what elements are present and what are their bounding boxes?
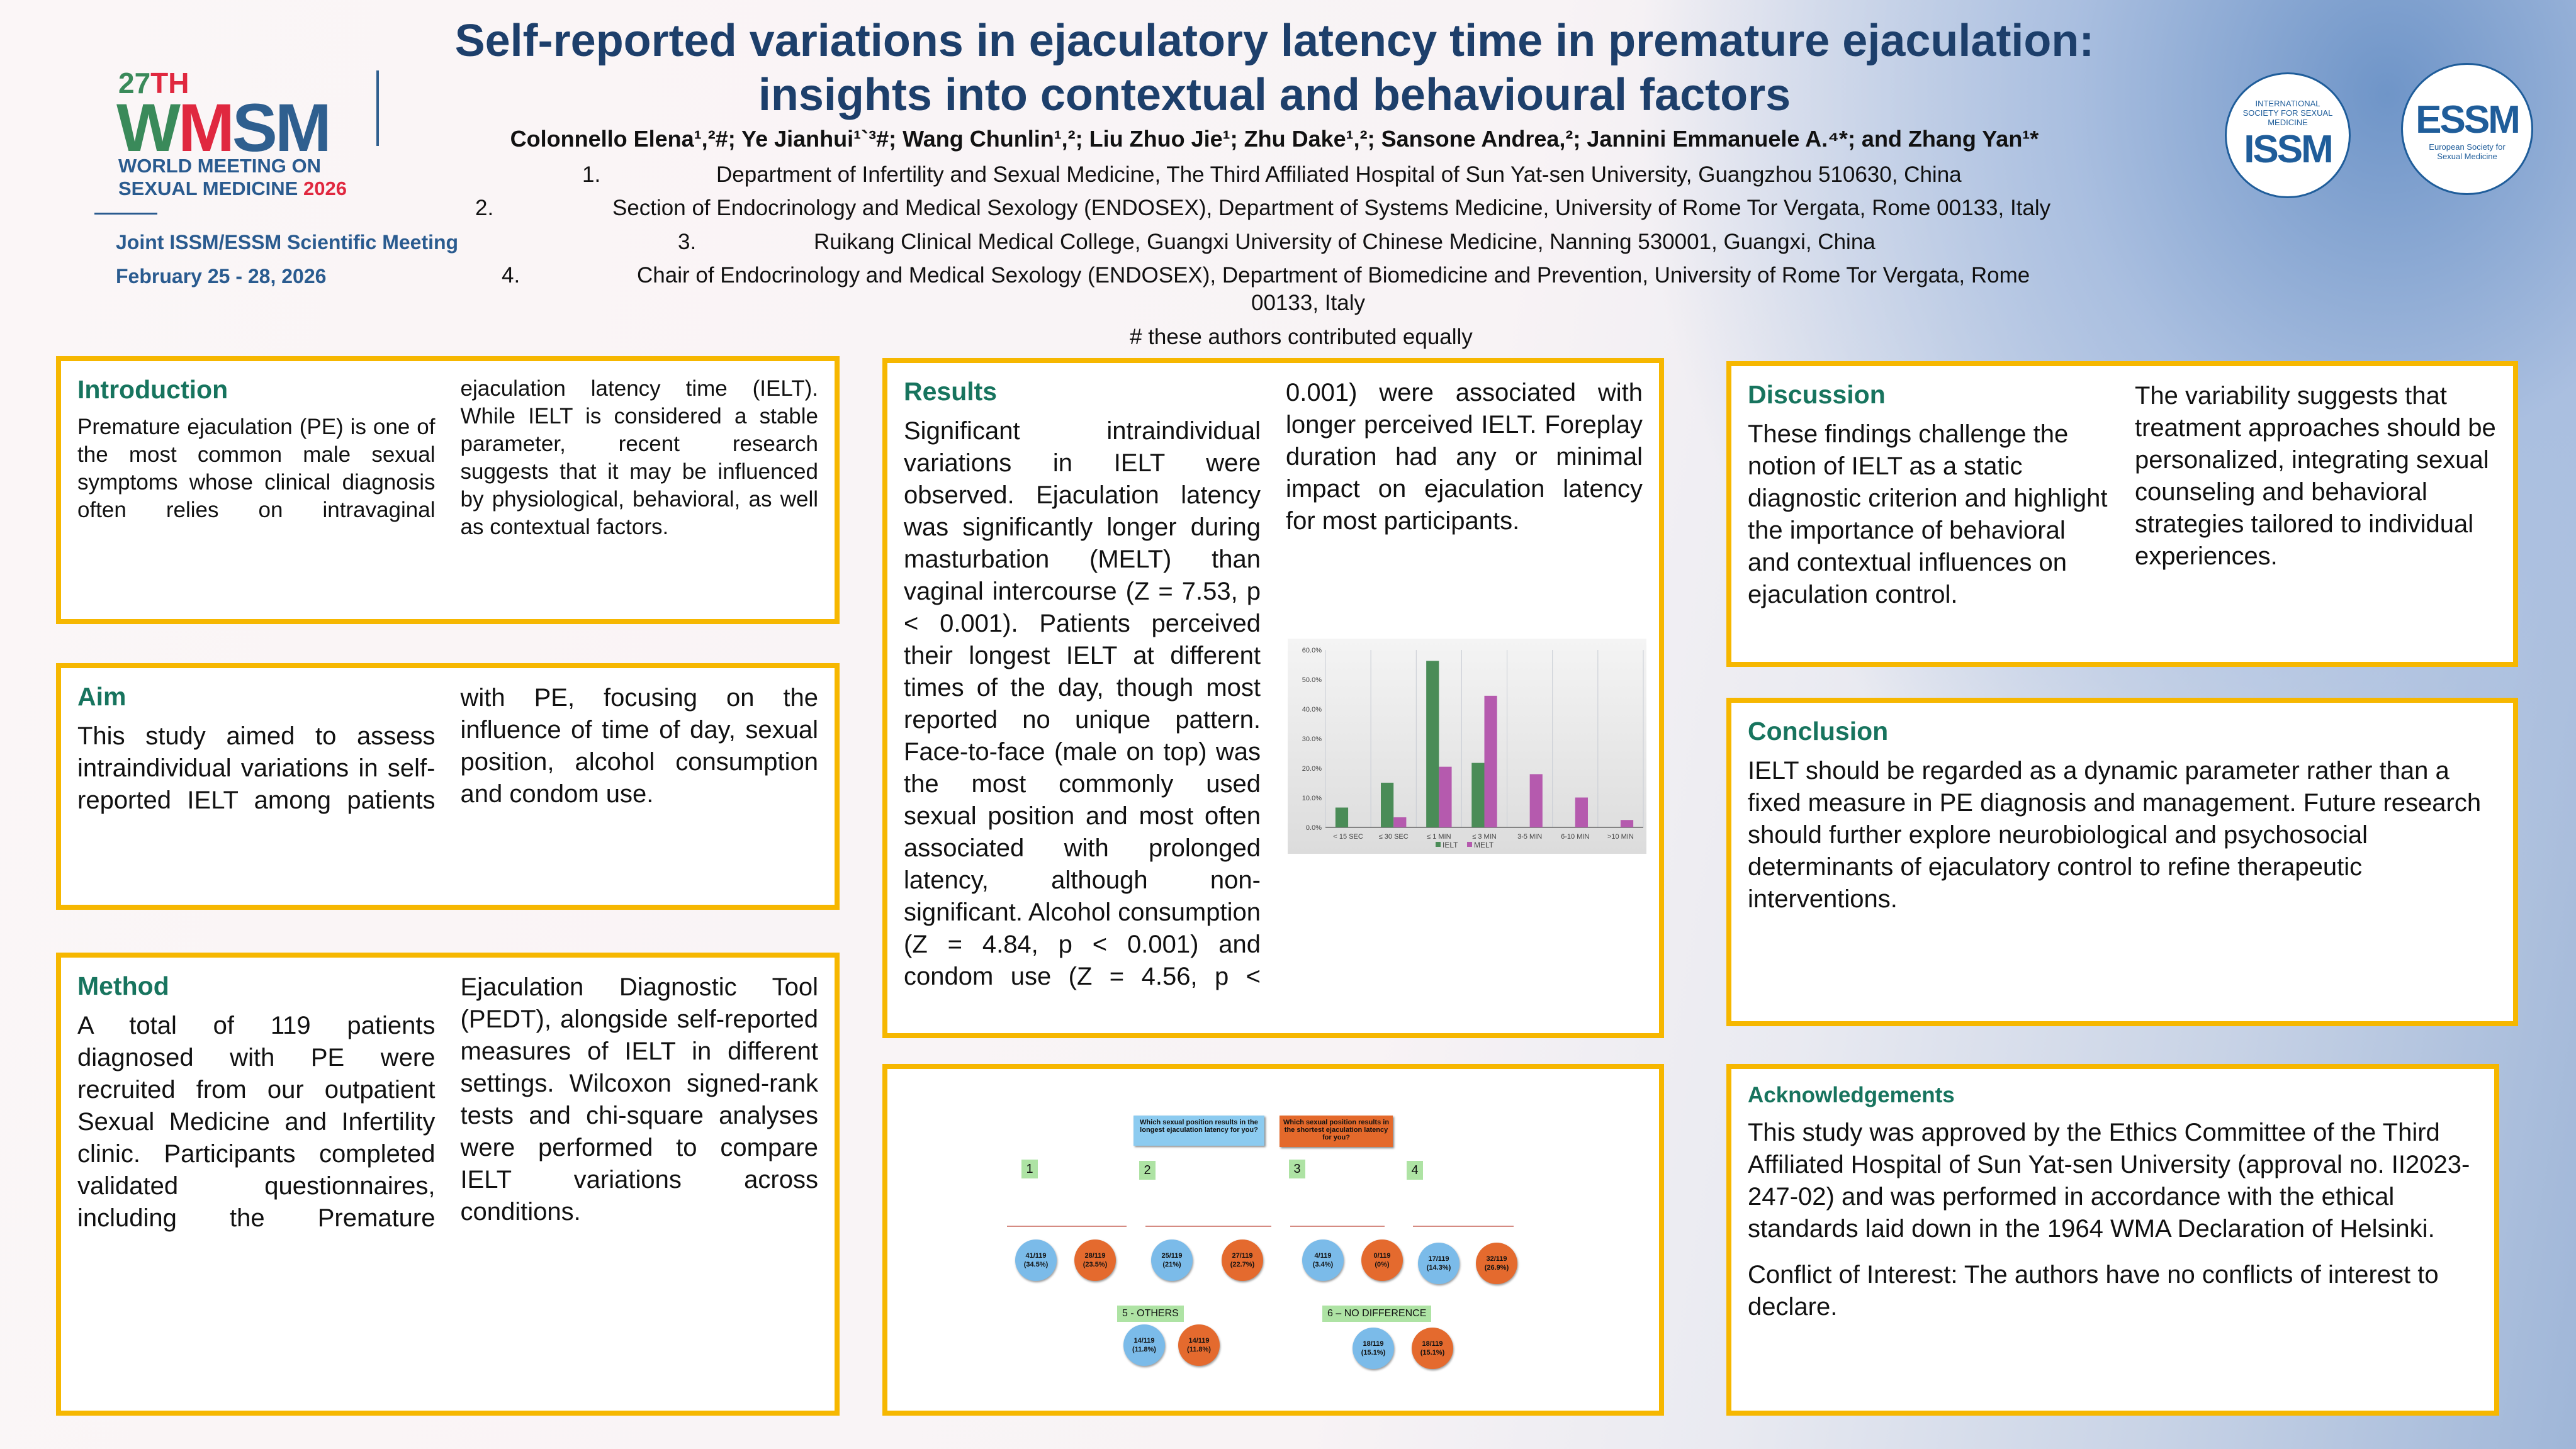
y-tick-label: 10.0% [1302,795,1322,802]
shortest-count-circle: 0/119 (0%) [1361,1239,1403,1281]
aim-heading: Aim [77,682,127,711]
x-tick-label: < 15 SEC [1333,833,1363,841]
conference-name: WORLD MEETING ON SEXUAL MEDICINE 2026 [118,155,347,199]
bar-ielt [1471,763,1485,827]
longest-count-circle: 14/119 (11.8%) [1123,1324,1165,1366]
x-tick-label: >10 MIN [1607,833,1634,841]
question-shortest: Which sexual position results in the sho… [1280,1116,1393,1147]
x-tick-label: ≤ 30 SEC [1379,833,1409,841]
affiliation-3-num: 3. [678,230,697,254]
bar-ielt [1335,807,1349,827]
issm-logo: INTERNATIONAL SOCIETY FOR SEXUAL MEDICIN… [2225,72,2351,198]
question-longest: Which sexual position results in the lon… [1133,1116,1264,1146]
discussion-heading: Discussion [1748,380,1886,409]
affiliation-2: Section of Endocrinology and Medical Sex… [612,196,2051,220]
results-heading: Results [904,377,998,406]
results-body: Significant intraindividual variations i… [904,379,1643,990]
conclusion-heading: Conclusion [1748,717,1889,746]
affiliation-1-num: 1. [582,162,601,187]
conclusion-section: Conclusion IELT should be regarded as a … [1726,698,2518,1026]
aim-section: Aim This study aimed to assess intraindiv… [56,663,840,910]
affiliation-4-cont: 00133, Italy [1251,291,1365,315]
shortest-count-circle: 18/119 (15.1%) [1412,1328,1453,1369]
y-tick-label: 60.0% [1302,647,1322,654]
position-label: 1 [1021,1160,1038,1178]
method-body: A total of 119 patients diagnosed with P… [77,973,818,1232]
wmsm-logo: WMSM [116,89,332,165]
ielt-melt-bar-chart: 0.0% 10.0% 20.0% 30.0% 40.0% 50.0% 60.0% < 15 S… [1288,639,1646,854]
affiliation-1: Department of Infertility and Sexual Med… [716,162,1962,187]
affiliation-4-num: 4. [502,263,520,288]
bar-melt [1393,817,1407,827]
position-label-no-difference: 6 – NO DIFFERENCE [1322,1306,1432,1322]
longest-count-circle: 25/119 (21%) [1151,1239,1193,1281]
x-tick-label: 6-10 MIN [1561,833,1589,841]
y-tick-label: 0.0% [1306,824,1322,832]
poster-title: Self-reported variations in ejaculatory … [454,16,2095,120]
sexual-position-figure [882,1064,1664,1416]
bar-melt [1484,695,1497,827]
essm-logo: ESSM European Society for Sexual Medicine [2401,63,2533,195]
affiliation-3: Ruikang Clinical Medical College, Guangx… [814,230,1876,254]
shortest-count-circle: 14/119 (11.8%) [1178,1324,1220,1366]
x-tick-label: 3-5 MIN [1517,833,1542,841]
affiliation-2-num: 2. [475,196,494,220]
bar-melt [1620,820,1634,827]
authors: Colonnello Elena¹,²#; Ye Jianhui¹`³#; Wa… [510,126,2039,152]
conclusion-body: IELT should be regarded as a dynamic par… [1748,757,2482,913]
shortest-count-circle: 27/119 (22.7%) [1222,1239,1263,1281]
x-tick-label: ≤ 1 MIN [1427,833,1451,841]
legend-swatch [1436,842,1441,847]
acknowledgements-section: Acknowledgements This study was approved… [1726,1064,2499,1416]
acknowledgements-heading: Acknowledgements [1748,1083,1955,1107]
shortest-count-circle: 28/119 (23.5%) [1074,1239,1116,1281]
shortest-count-circle: 32/119 (26.9%) [1476,1243,1517,1284]
position-label: 2 [1139,1161,1156,1180]
introduction-section: Introduction Premature ejaculation (PE) i… [56,356,840,624]
y-tick-label: 50.0% [1302,676,1322,684]
discussion-section: Discussion These findings challenge the n… [1726,361,2518,667]
acknowledgements-body: This study was approved by the Ethics Co… [1748,1119,2470,1243]
method-section: Method A total of 119 patients diagnosed … [56,953,840,1416]
x-tick-label: ≤ 3 MIN [1472,833,1496,841]
divider [94,213,157,215]
position-1-illustration [1007,1183,1127,1227]
conflict-of-interest: Conflict of Interest: The authors have n… [1748,1261,2439,1321]
legend-label: MELT [1474,841,1494,849]
y-tick-label: 20.0% [1302,765,1322,773]
position-2-illustration [1145,1183,1271,1227]
longest-count-circle: 41/119 (34.5%) [1015,1239,1057,1281]
discussion-body: These findings challenge the notion of I… [1748,420,2108,608]
position-label: 3 [1289,1160,1305,1178]
logo-divider [376,70,379,146]
position-label: 4 [1407,1161,1423,1180]
bar-ielt [1426,661,1439,827]
legend-label: IELT [1443,841,1458,849]
introduction-heading: Introduction [77,375,228,404]
bar-melt [1575,797,1588,827]
equal-contribution-note: # these authors contributed equally [1130,325,1473,349]
position-label-others: 5 - OTHERS [1117,1306,1184,1322]
introduction-body: Premature ejaculation (PE) is one of the… [77,376,818,539]
aim-body: This study aimed to assess intraindividu… [77,684,818,814]
logo-edition: 27TH [118,67,189,99]
joint-meeting: Joint ISSM/ESSM Scientific Meeting [116,231,459,254]
affiliation-4: Chair of Endocrinology and Medical Sexol… [637,263,2030,288]
bar-melt [1529,774,1543,827]
position-4-illustration [1413,1183,1514,1227]
discussion-body-2: The variability suggests that treatment … [2135,382,2496,570]
y-tick-label: 40.0% [1302,706,1322,713]
longest-count-circle: 17/119 (14.3%) [1418,1243,1460,1284]
longest-count-circle: 18/119 (15.1%) [1353,1328,1394,1369]
bar-melt [1439,766,1452,827]
position-3-illustration [1290,1183,1385,1227]
conference-dates: February 25 - 28, 2026 [116,265,327,288]
results-section: Results Significant intraindividual varia… [882,358,1664,1038]
longest-count-circle: 4/119 (3.4%) [1302,1239,1344,1281]
y-tick-label: 30.0% [1302,736,1322,743]
bar-ielt [1381,783,1394,827]
legend-swatch [1467,842,1472,847]
method-heading: Method [77,971,169,1000]
